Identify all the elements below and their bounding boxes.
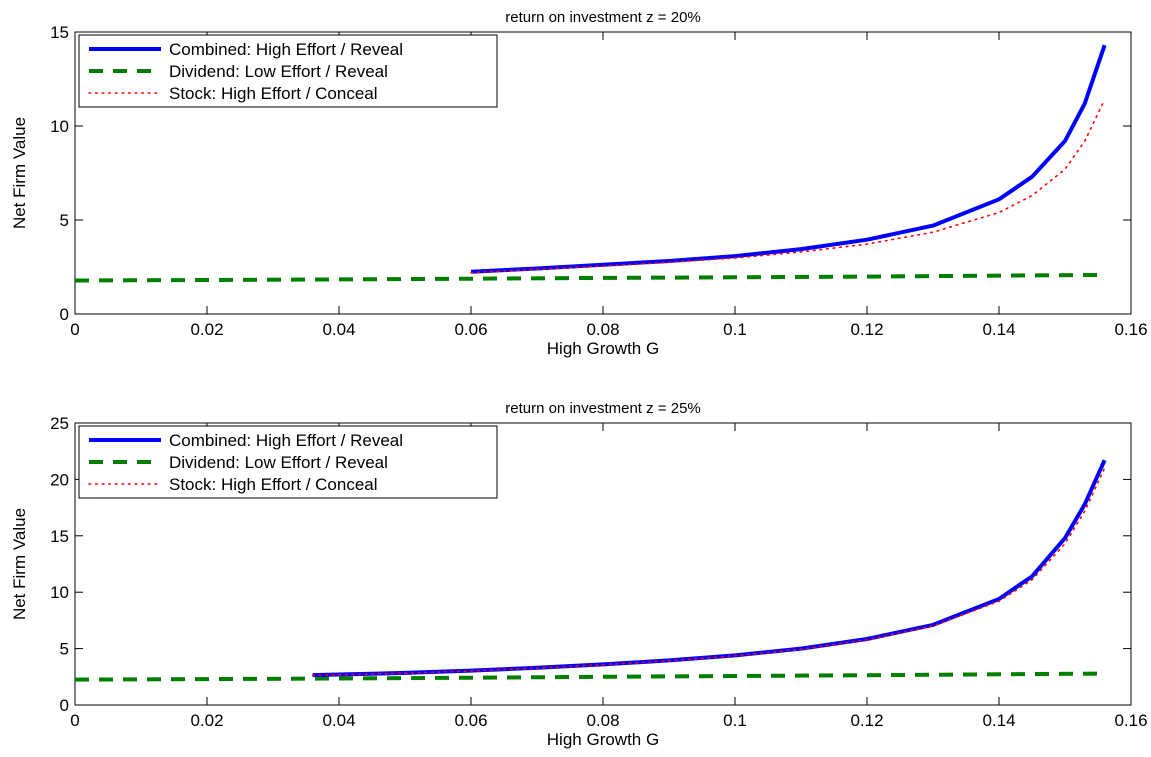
x-tick-label: 0.12 [850,711,883,730]
y-tick-label: 15 [50,23,69,42]
y-tick-label: 10 [50,117,69,136]
y-tick-label: 5 [60,640,69,659]
y-tick-label: 25 [50,414,69,433]
series-line-dotted [311,467,1106,677]
chart-title: return on investment z = 20% [505,9,701,26]
x-tick-label: 0.06 [454,320,487,339]
x-axis-label: High Growth G [547,730,659,749]
y-tick-label: 0 [60,696,69,715]
x-tick-label: 0.1 [723,711,747,730]
series-line-solid [470,44,1107,274]
x-tick-label: 0.02 [190,320,223,339]
x-tick-label: 0.16 [1114,711,1147,730]
y-tick-label: 15 [50,527,69,546]
x-tick-label: 0.08 [586,320,619,339]
series-line-dashed [74,671,1105,682]
legend-label: Dividend: Low Effort / Reveal [169,62,388,81]
x-tick-label: 0 [70,711,79,730]
legend-label: Combined: High Effort / Reveal [169,431,403,450]
x-tick-label: 0.14 [982,711,1015,730]
y-axis-label: Net Firm Value [10,117,29,229]
legend: Combined: High Effort / Reveal Dividend: … [78,34,498,108]
chart-title: return on investment z = 25% [505,400,701,417]
x-axis-label: High Growth G [547,339,659,358]
legend-label: Dividend: Low Effort / Reveal [169,453,388,472]
x-tick-label: 0.14 [982,320,1015,339]
y-tick-label: 5 [60,211,69,230]
legend: Combined: High Effort / Reveal Dividend: … [78,425,498,499]
x-tick-label: 0.1 [723,320,747,339]
legend-label: Stock: High Effort / Conceal [169,84,378,103]
chart-1: return on investment z = 20% 0 0.02 0.04 0.0… [10,9,1148,358]
x-tick-label: 0.12 [850,320,883,339]
x-tick-label: 0.16 [1114,320,1147,339]
chart-2: return on investment z = 25% 0 0.02 0.04 0.0… [10,400,1148,749]
y-tick-label: 0 [60,305,69,324]
x-tick-label: 0.04 [322,320,355,339]
y-axis-label: Net Firm Value [10,508,29,620]
x-tick-label: 0.02 [190,711,223,730]
x-tick-label: 0.06 [454,711,487,730]
x-tick-label: 0.04 [322,711,355,730]
series-line-dotted [470,98,1106,274]
series-line-dashed [74,272,1105,283]
legend-label: Combined: High Effort / Reveal [169,40,403,59]
x-tick-label: 0.08 [586,711,619,730]
x-tick-label: 0 [70,320,79,339]
legend-label: Stock: High Effort / Conceal [169,475,378,494]
y-tick-label: 10 [50,583,69,602]
y-tick-label: 20 [50,470,69,489]
